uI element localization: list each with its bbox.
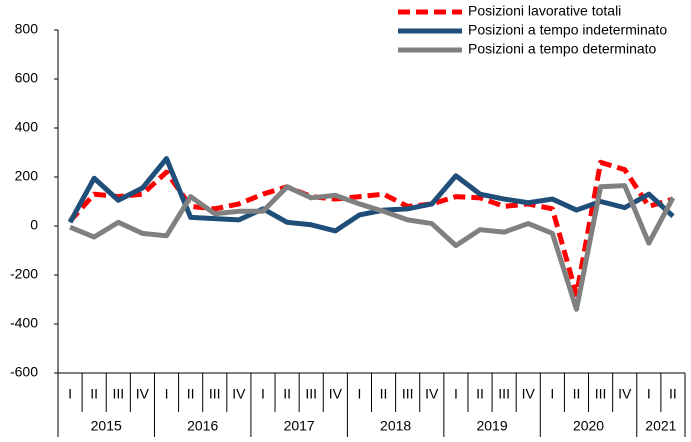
y-tick-label: -600 [10,364,38,380]
x-tick-label: III [402,386,414,402]
x-tick-label: III [305,386,317,402]
y-tick-label: 0 [30,217,38,233]
x-tick-label: IV [425,386,439,402]
x-tick-label: II [380,386,388,402]
y-tick-label: 600 [15,70,39,86]
x-tick-label: II [573,386,581,402]
x-tick-label: IV [329,386,343,402]
y-tick-label: -200 [10,266,38,282]
year-label: 2018 [380,418,411,434]
x-tick-label: III [112,386,124,402]
x-tick-label: I [357,386,361,402]
x-tick-label: III [498,386,510,402]
year-label: 2019 [476,418,507,434]
x-tick-label: I [165,386,169,402]
legend-label: Posizioni a tempo indeterminato [468,22,667,38]
year-label: 2016 [187,418,218,434]
x-tick-label: IV [136,386,150,402]
x-tick-label: IV [618,386,632,402]
legend-label: Posizioni lavorative totali [468,3,621,19]
legend-label: Posizioni a tempo determinato [468,41,657,57]
x-tick-label: II [283,386,291,402]
series-line [68,159,674,298]
x-tick-label: IV [522,386,536,402]
x-tick-label: I [647,386,651,402]
year-label: 2017 [284,418,315,434]
year-label: 2015 [91,418,122,434]
series-line [69,183,676,312]
year-label: 2021 [645,418,676,434]
x-tick-label: III [595,386,607,402]
series-line [67,156,675,234]
x-tick-label: III [209,386,221,402]
x-tick-label: II [187,386,195,402]
year-label: 2020 [573,418,604,434]
y-tick-label: -400 [10,315,38,331]
x-tick-label: I [550,386,554,402]
x-tick-label: I [454,386,458,402]
x-tick-label: II [669,386,677,402]
y-tick-label: 800 [15,21,39,37]
y-tick-label: 400 [15,119,39,135]
x-tick-label: II [476,386,484,402]
x-tick-label: II [90,386,98,402]
x-tick-label: IV [232,386,246,402]
x-tick-label: I [261,386,265,402]
x-tick-label: I [68,386,72,402]
y-tick-label: 200 [15,168,39,184]
